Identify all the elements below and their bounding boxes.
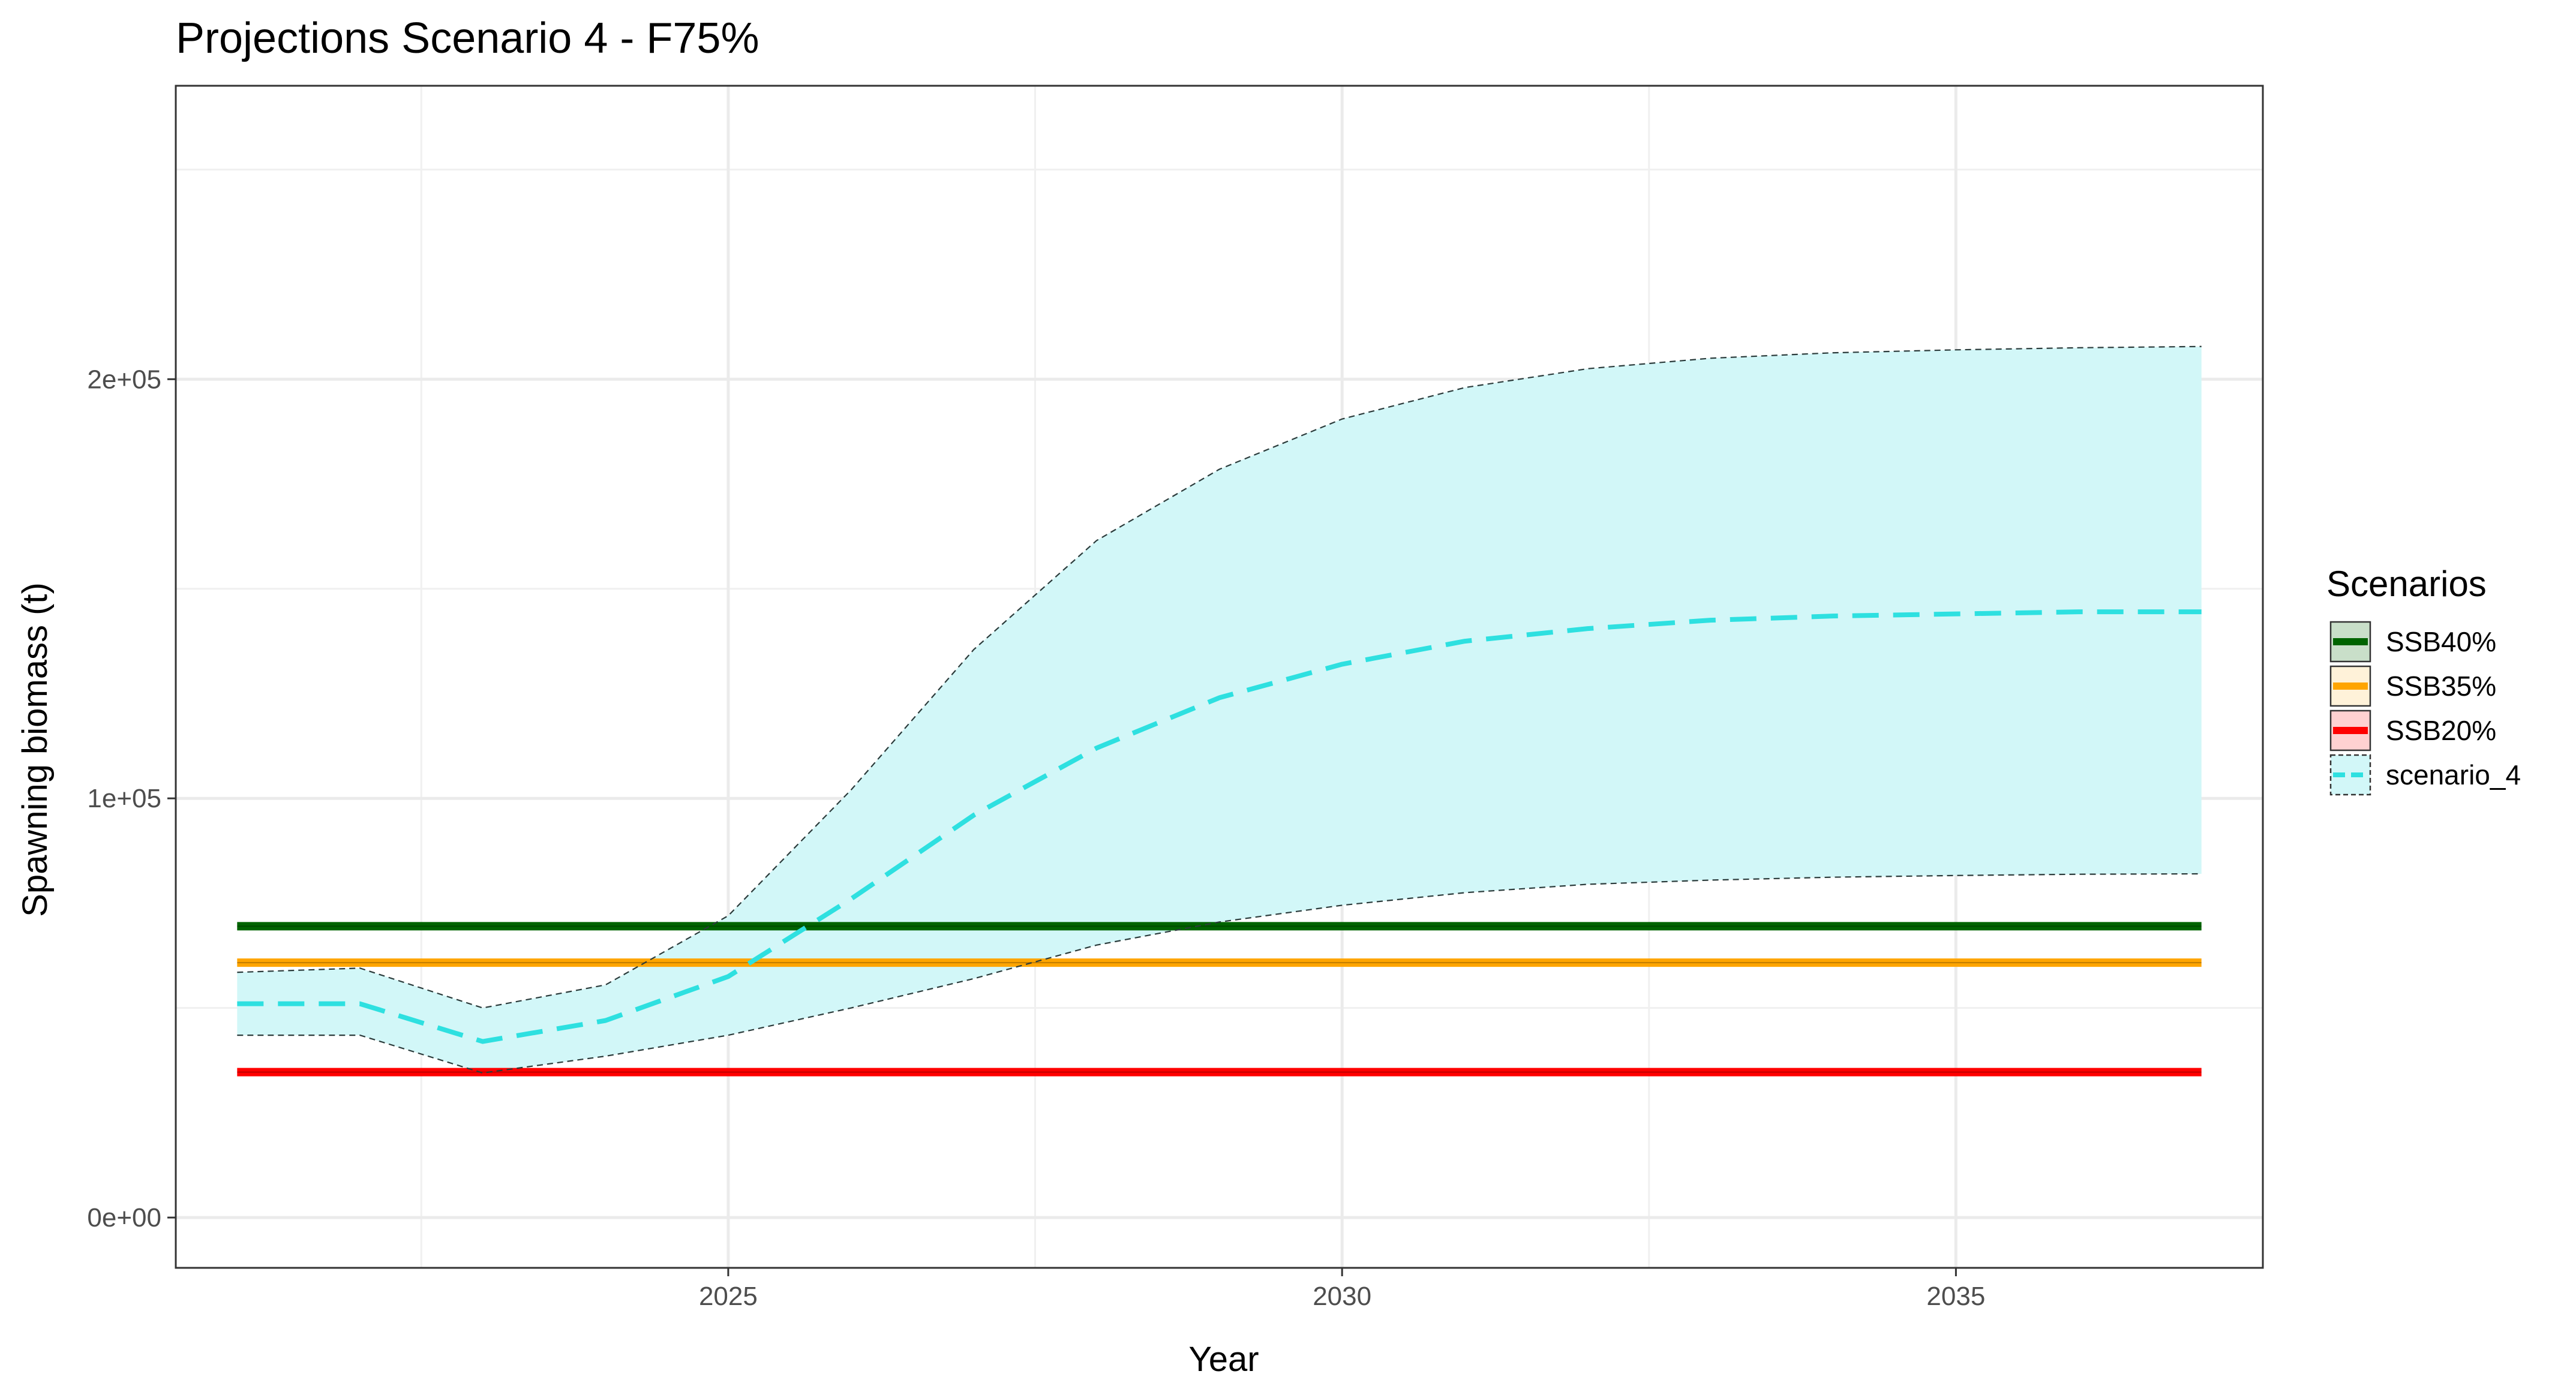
confidence-band — [237, 346, 2202, 1073]
series-line-scenario-4 — [237, 609, 2202, 1044]
legend-label: SSB35% — [2386, 671, 2496, 702]
plot-border — [175, 85, 2264, 1269]
legend-title: Scenarios — [2326, 564, 2487, 604]
y-tick-label: 2e+05 — [87, 365, 161, 394]
band-lower-edge — [237, 873, 2202, 1074]
band-upper-edge — [237, 345, 2202, 1009]
y-tick-label: 1e+05 — [87, 784, 161, 813]
legend-label: SSB20% — [2386, 715, 2496, 746]
legend: Scenarios SSB40% SSB35% SSB20% scenario_4 — [2326, 564, 2521, 796]
plot-area — [175, 85, 2264, 1269]
legend-label: scenario_4 — [2386, 759, 2521, 790]
y-axis: 0e+00 1e+05 2e+05 — [87, 365, 176, 1232]
legend-label: SSB40% — [2386, 626, 2496, 657]
y-axis-title: Spawning biomass (t) — [16, 582, 55, 917]
x-tick-label: 2025 — [699, 1282, 758, 1311]
y-tick-label: 0e+00 — [87, 1203, 161, 1232]
x-axis-title: Year — [1188, 1340, 1259, 1379]
x-axis: 2025 2030 2035 — [699, 1268, 1985, 1311]
chart-title: Projections Scenario 4 - F75% — [176, 14, 759, 62]
x-tick-label: 2035 — [1926, 1282, 1985, 1311]
x-tick-label: 2030 — [1313, 1282, 1371, 1311]
